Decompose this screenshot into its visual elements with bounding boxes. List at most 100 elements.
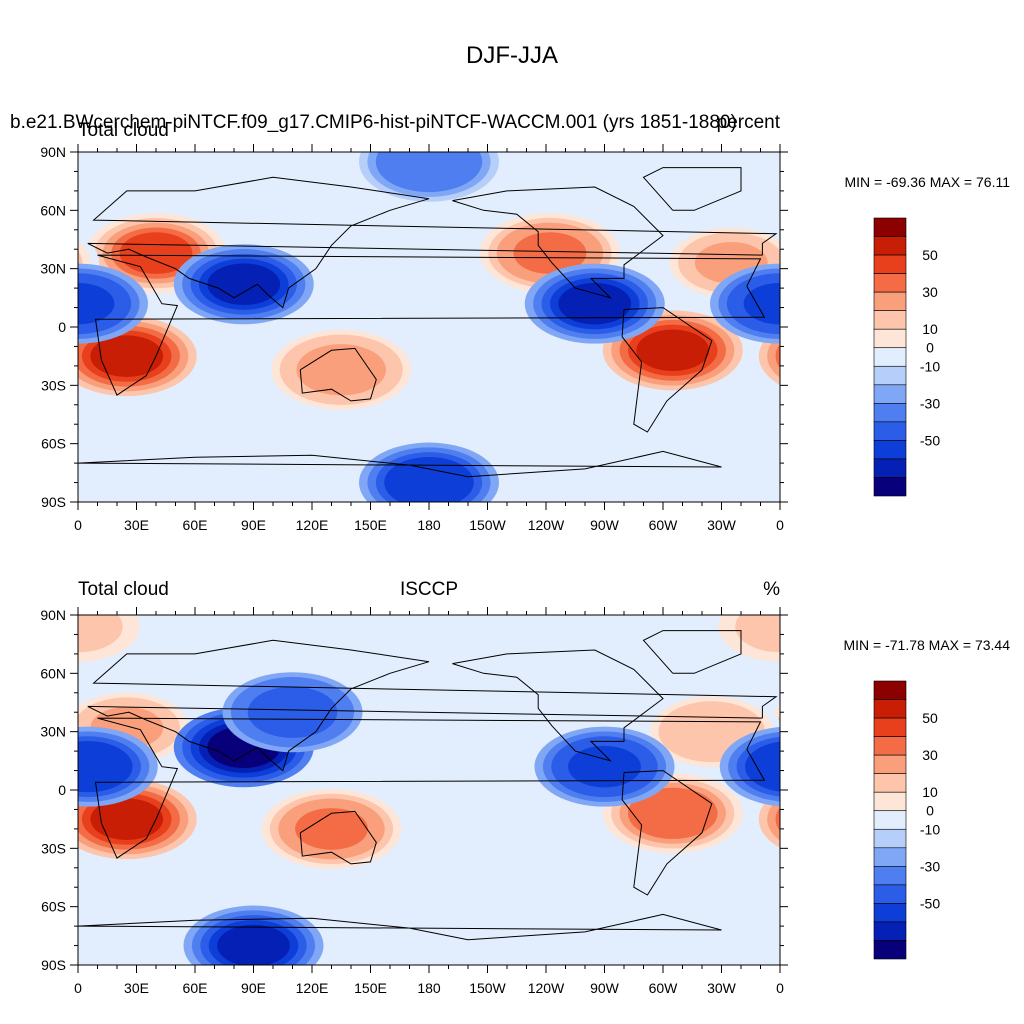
- coastline-north-america: [452, 649, 664, 762]
- x-tick-label: 30W: [707, 517, 737, 533]
- x-tick-label: 30E: [124, 517, 149, 533]
- figure-title: DJF-JJA: [466, 42, 558, 69]
- contour-level: [90, 798, 164, 840]
- y-tick-label: 60N: [40, 665, 66, 681]
- colorbar-swatch: [873, 680, 907, 700]
- anomaly-central-america: [524, 263, 665, 344]
- colorbar-swatch: [873, 903, 907, 923]
- contour-level: [767, 706, 780, 750]
- anomaly-field: [78, 152, 780, 502]
- colorbar-label: -30: [920, 858, 940, 874]
- contour-level: [775, 344, 780, 369]
- colorbar-label: -10: [920, 821, 940, 837]
- coastline-south-america: [621, 307, 713, 433]
- contour-level: [78, 615, 115, 648]
- y-tick-label: 90S: [41, 494, 66, 510]
- x-tick-label: 120E: [296, 980, 329, 996]
- colorbar-label: 0: [926, 803, 934, 819]
- y-tick-label: 30N: [40, 261, 66, 277]
- colorbar-swatch: [873, 217, 907, 237]
- coastline-antarctica: [78, 450, 722, 478]
- x-tick-label: 120W: [528, 980, 565, 996]
- panel-title-left: Total cloud: [78, 579, 169, 600]
- colorbar-swatch: [873, 384, 907, 404]
- coastline-south-america: [621, 770, 713, 896]
- colorbar-swatch: [873, 421, 907, 441]
- anomaly-india-monsoon: [173, 244, 314, 325]
- x-tick-label: 0: [776, 980, 784, 996]
- coastline-eurasia: [87, 176, 778, 309]
- x-axis: 0 30E 60E 90E 120E 150E 180 150W 120W 90W 60W 30W 0: [74, 607, 784, 996]
- x-tick-label: 120E: [296, 517, 329, 533]
- x-tick-label: 150W: [469, 517, 506, 533]
- coastline-north-america: [452, 186, 664, 299]
- panel-title-right: %: [763, 579, 780, 600]
- y-axis: 90N 60N 30N 0 30S 60S 90S: [40, 607, 788, 973]
- x-tick-label: 60W: [649, 517, 679, 533]
- contour-level: [558, 282, 632, 325]
- y-tick-label: 30S: [41, 840, 66, 856]
- x-tick-label: 60E: [183, 517, 208, 533]
- colorbar-swatch: [873, 828, 907, 849]
- colorbar-label: 30: [922, 747, 938, 763]
- colorbar-label: 0: [926, 340, 934, 356]
- anomaly-field: [78, 615, 780, 965]
- x-tick-label: 180: [417, 980, 441, 996]
- colorbar: 50 30 10 0 -10 -30 -50: [873, 680, 940, 960]
- colorbar-swatch: [873, 273, 907, 293]
- x-tick-label: 150E: [354, 517, 387, 533]
- y-tick-label: 0: [58, 319, 66, 335]
- contour-level: [743, 282, 780, 325]
- coastline-antarctica: [78, 913, 722, 941]
- coastlines: [78, 630, 778, 941]
- x-tick-label: 150E: [354, 980, 387, 996]
- y-tick-label: 60N: [40, 202, 66, 218]
- colorbar-label: -30: [920, 395, 940, 411]
- contour-level: [78, 745, 125, 788]
- anomaly-east-asia: [222, 672, 363, 753]
- colorbar-swatch: [873, 921, 907, 941]
- colorbar-label: -10: [920, 358, 940, 374]
- contour-level: [217, 924, 290, 965]
- contour-level: [743, 615, 780, 648]
- contour-level: [304, 348, 378, 391]
- contour-level: [775, 807, 780, 832]
- x-tick-label: 90W: [590, 980, 620, 996]
- contour-level: [636, 329, 710, 372]
- anomaly-west-africa-sahel: [78, 726, 780, 807]
- colorbar-swatch: [873, 291, 907, 311]
- x-tick-label: 90W: [590, 517, 620, 533]
- anomaly-southern-ocean: [359, 442, 499, 502]
- colorbar-swatch: [873, 736, 907, 756]
- map-panel-1: 0 30E 60E 90E 120E 150E 180 150W 120W 90W 60W 30W 09…: [10, 112, 1010, 533]
- colorbar-label: 50: [922, 247, 938, 263]
- y-tick-label: 60S: [41, 899, 66, 915]
- contour-level: [295, 808, 368, 850]
- anomaly-central-america: [534, 726, 675, 807]
- colorbar-label: 30: [922, 284, 938, 300]
- x-tick-label: 90E: [241, 980, 266, 996]
- map-panel-2: 0 30E 60E 90E 120E 150E 180 150W 120W 90W 60W 30W 09…: [40, 579, 1010, 996]
- contour-level: [119, 232, 193, 274]
- colorbar-swatch: [873, 773, 907, 793]
- colorbar-label: -50: [920, 432, 940, 448]
- colorbar-swatch: [873, 458, 907, 478]
- anomaly-australia: [261, 788, 402, 869]
- coastline-greenland: [642, 630, 742, 674]
- y-tick-label: 30S: [41, 377, 66, 393]
- colorbar-swatch: [873, 254, 907, 274]
- colorbar-swatch: [873, 365, 907, 386]
- y-tick-label: 30N: [40, 724, 66, 740]
- x-tick-label: 0: [74, 517, 82, 533]
- colorbar-swatch: [873, 754, 907, 774]
- anomaly-arctic: [359, 152, 499, 202]
- panel-title-right: percent: [717, 112, 781, 133]
- anomaly-antarctic: [183, 905, 324, 965]
- x-tick-label: 30E: [124, 980, 149, 996]
- coastline-africa: [94, 254, 766, 396]
- colorbar-swatch: [873, 866, 907, 886]
- coastline-greenland: [642, 167, 742, 211]
- colorbar-swatch: [873, 884, 907, 904]
- x-tick-label: 60W: [649, 980, 679, 996]
- colorbar-swatch: [873, 236, 907, 256]
